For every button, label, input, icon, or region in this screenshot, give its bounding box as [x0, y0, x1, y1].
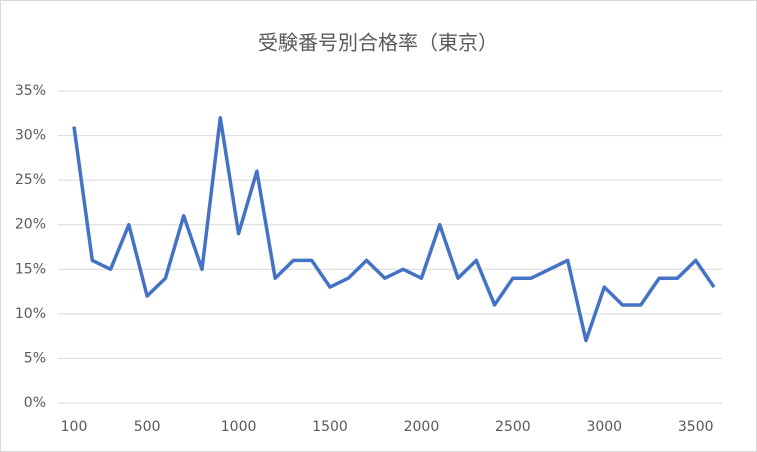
- y-tick-label: 35%: [15, 83, 46, 99]
- y-tick-label: 30%: [15, 128, 46, 144]
- x-tick-label: 500: [134, 419, 161, 435]
- y-tick-label: 5%: [24, 350, 46, 366]
- y-tick-label: 25%: [15, 172, 46, 188]
- x-tick-label: 3000: [586, 419, 622, 435]
- y-tick-label: 0%: [24, 395, 46, 411]
- data-line: [72, 115, 716, 343]
- x-tick-label: 2500: [495, 419, 531, 435]
- chart-title: 受験番号別合格率（東京）: [258, 31, 498, 55]
- x-tick-label: 3500: [678, 419, 714, 435]
- x-tick-label: 2000: [404, 419, 440, 435]
- x-tick-label: 1000: [221, 419, 257, 435]
- y-tick-label: 20%: [15, 217, 46, 233]
- y-tick-label: 15%: [15, 261, 46, 277]
- x-tick-label: 100: [61, 419, 88, 435]
- x-tick-label: 1500: [312, 419, 348, 435]
- y-tick-label: 10%: [15, 306, 46, 322]
